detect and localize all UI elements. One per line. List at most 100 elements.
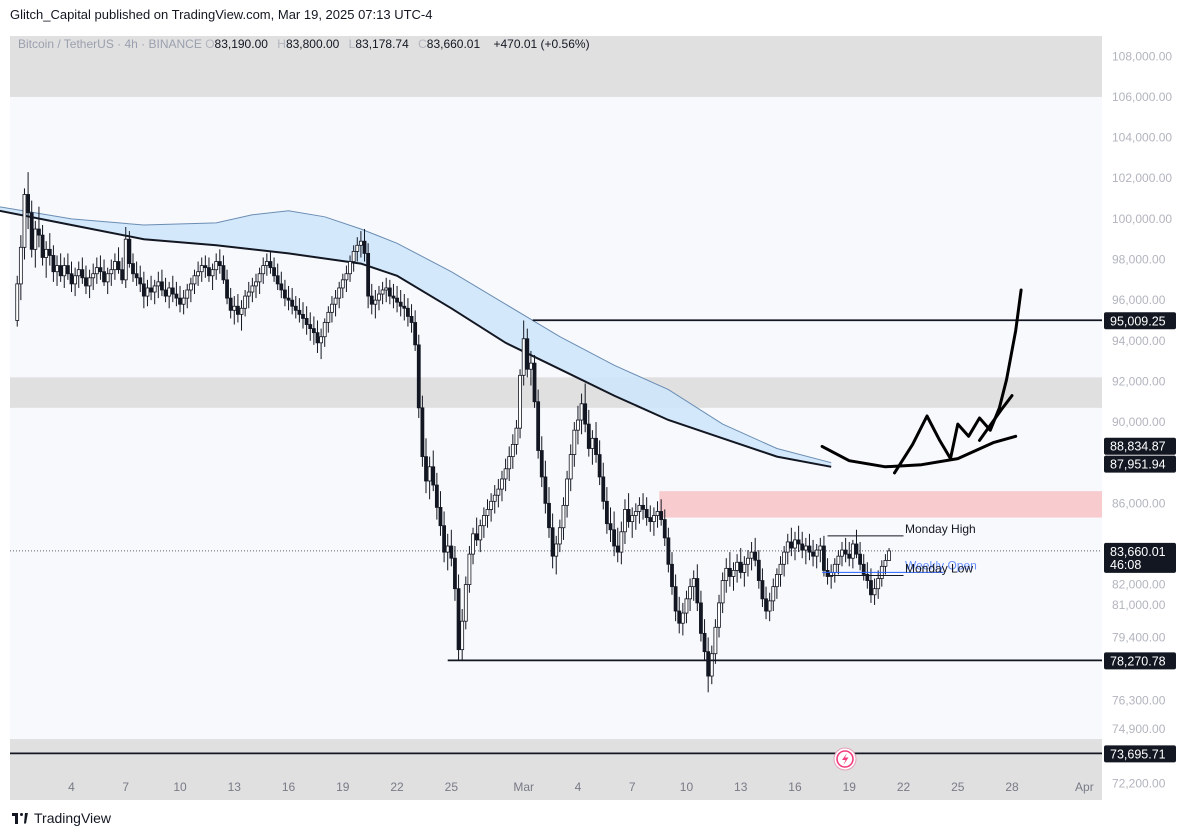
candle — [637, 497, 642, 524]
candle-body — [850, 543, 855, 559]
candle-body — [315, 332, 320, 344]
candle — [369, 283, 374, 315]
candle-body — [861, 563, 866, 575]
candle — [293, 296, 298, 319]
candle — [861, 554, 866, 581]
candle — [623, 499, 627, 544]
price-label-text: 87,951.94 — [1110, 458, 1166, 472]
candle-body — [348, 261, 352, 275]
candle — [123, 227, 128, 288]
candle — [15, 275, 20, 327]
candle-body — [58, 265, 63, 277]
candle-body — [391, 295, 396, 299]
candle-body — [525, 338, 530, 370]
candle — [348, 255, 352, 282]
candle — [594, 422, 598, 463]
candle — [286, 285, 291, 311]
candle — [58, 253, 63, 282]
candle — [724, 558, 729, 593]
candle-body — [481, 515, 486, 527]
chart-pane[interactable] — [10, 36, 1102, 800]
candle-body — [120, 269, 125, 281]
candle-body — [529, 362, 533, 370]
x-tick-label: 19 — [843, 780, 857, 794]
candle-body — [55, 265, 59, 273]
candle-body — [568, 454, 573, 480]
candle-body — [319, 336, 324, 344]
candle-body — [76, 269, 81, 277]
low-value: 83,178.74 — [355, 37, 409, 51]
candle-body — [865, 574, 870, 581]
candle-body — [445, 545, 450, 553]
x-axis: 4 7 10 13 16 19 22 25 Mar 4 7 10 13 16 19 22 25 28 Apr — [68, 780, 1094, 794]
price-label-bg — [1104, 312, 1176, 330]
candle — [33, 220, 38, 268]
candle — [178, 285, 182, 313]
candle — [228, 287, 233, 319]
candle-body — [178, 297, 182, 305]
ma-cloud-layer — [0, 206, 832, 468]
candle — [203, 255, 208, 278]
x-tick-label: 25 — [951, 780, 965, 794]
candle — [445, 533, 450, 571]
candle-body — [199, 265, 204, 273]
candle — [358, 231, 363, 258]
candle-body — [185, 289, 190, 299]
candle — [438, 491, 443, 536]
candle — [702, 619, 707, 660]
candle-body — [818, 545, 823, 551]
flash-icon[interactable] — [833, 747, 857, 771]
candle-body — [518, 374, 522, 429]
candle-body — [87, 277, 92, 287]
candle-body — [456, 588, 461, 651]
candle — [87, 269, 92, 299]
candle-body — [673, 586, 678, 612]
candle — [449, 529, 454, 567]
price-label-box-2: 73,695.71 — [1104, 745, 1176, 763]
projection-layer — [820, 288, 1023, 475]
candle-body — [163, 289, 168, 297]
candle-body — [724, 567, 729, 581]
candle — [604, 487, 609, 534]
candle-body — [141, 283, 146, 297]
y-tick-label: 100,000.00 — [1112, 212, 1172, 226]
candle — [720, 572, 725, 614]
symbol-label: Bitcoin / TetherUS · 4h · BINANCE — [18, 37, 202, 51]
candle-body — [532, 362, 537, 403]
candle-body — [492, 494, 497, 502]
candle — [858, 541, 863, 571]
y-tick-label: 106,000.00 — [1112, 90, 1172, 104]
candle-body — [174, 293, 179, 299]
candle — [138, 265, 143, 293]
candle-body — [720, 580, 725, 604]
candle — [652, 507, 656, 536]
x-tick-label: 28 — [1005, 780, 1019, 794]
footer: TradingView — [12, 810, 111, 826]
candle-body — [579, 403, 584, 421]
candle-body — [196, 271, 201, 277]
candle — [554, 535, 559, 575]
candle — [807, 533, 812, 561]
candle — [116, 247, 121, 274]
candle-body — [358, 240, 363, 246]
candle-body — [485, 509, 490, 516]
candle-body — [395, 297, 399, 303]
candle-body — [29, 212, 34, 250]
price-label-bg — [1104, 542, 1176, 573]
y-tick-label: 96,000.00 — [1112, 293, 1166, 307]
candle-body — [18, 246, 23, 285]
candle — [832, 558, 837, 583]
candle — [431, 450, 436, 492]
candle — [181, 289, 186, 315]
candle — [746, 550, 750, 577]
candle — [735, 554, 740, 583]
candle-body — [803, 545, 808, 551]
candle-body — [91, 273, 96, 279]
candle-body — [760, 580, 765, 600]
candle-body — [250, 285, 255, 293]
candle-body — [279, 283, 284, 291]
candle — [883, 554, 888, 575]
candle — [398, 289, 403, 317]
candle-body — [156, 281, 161, 287]
